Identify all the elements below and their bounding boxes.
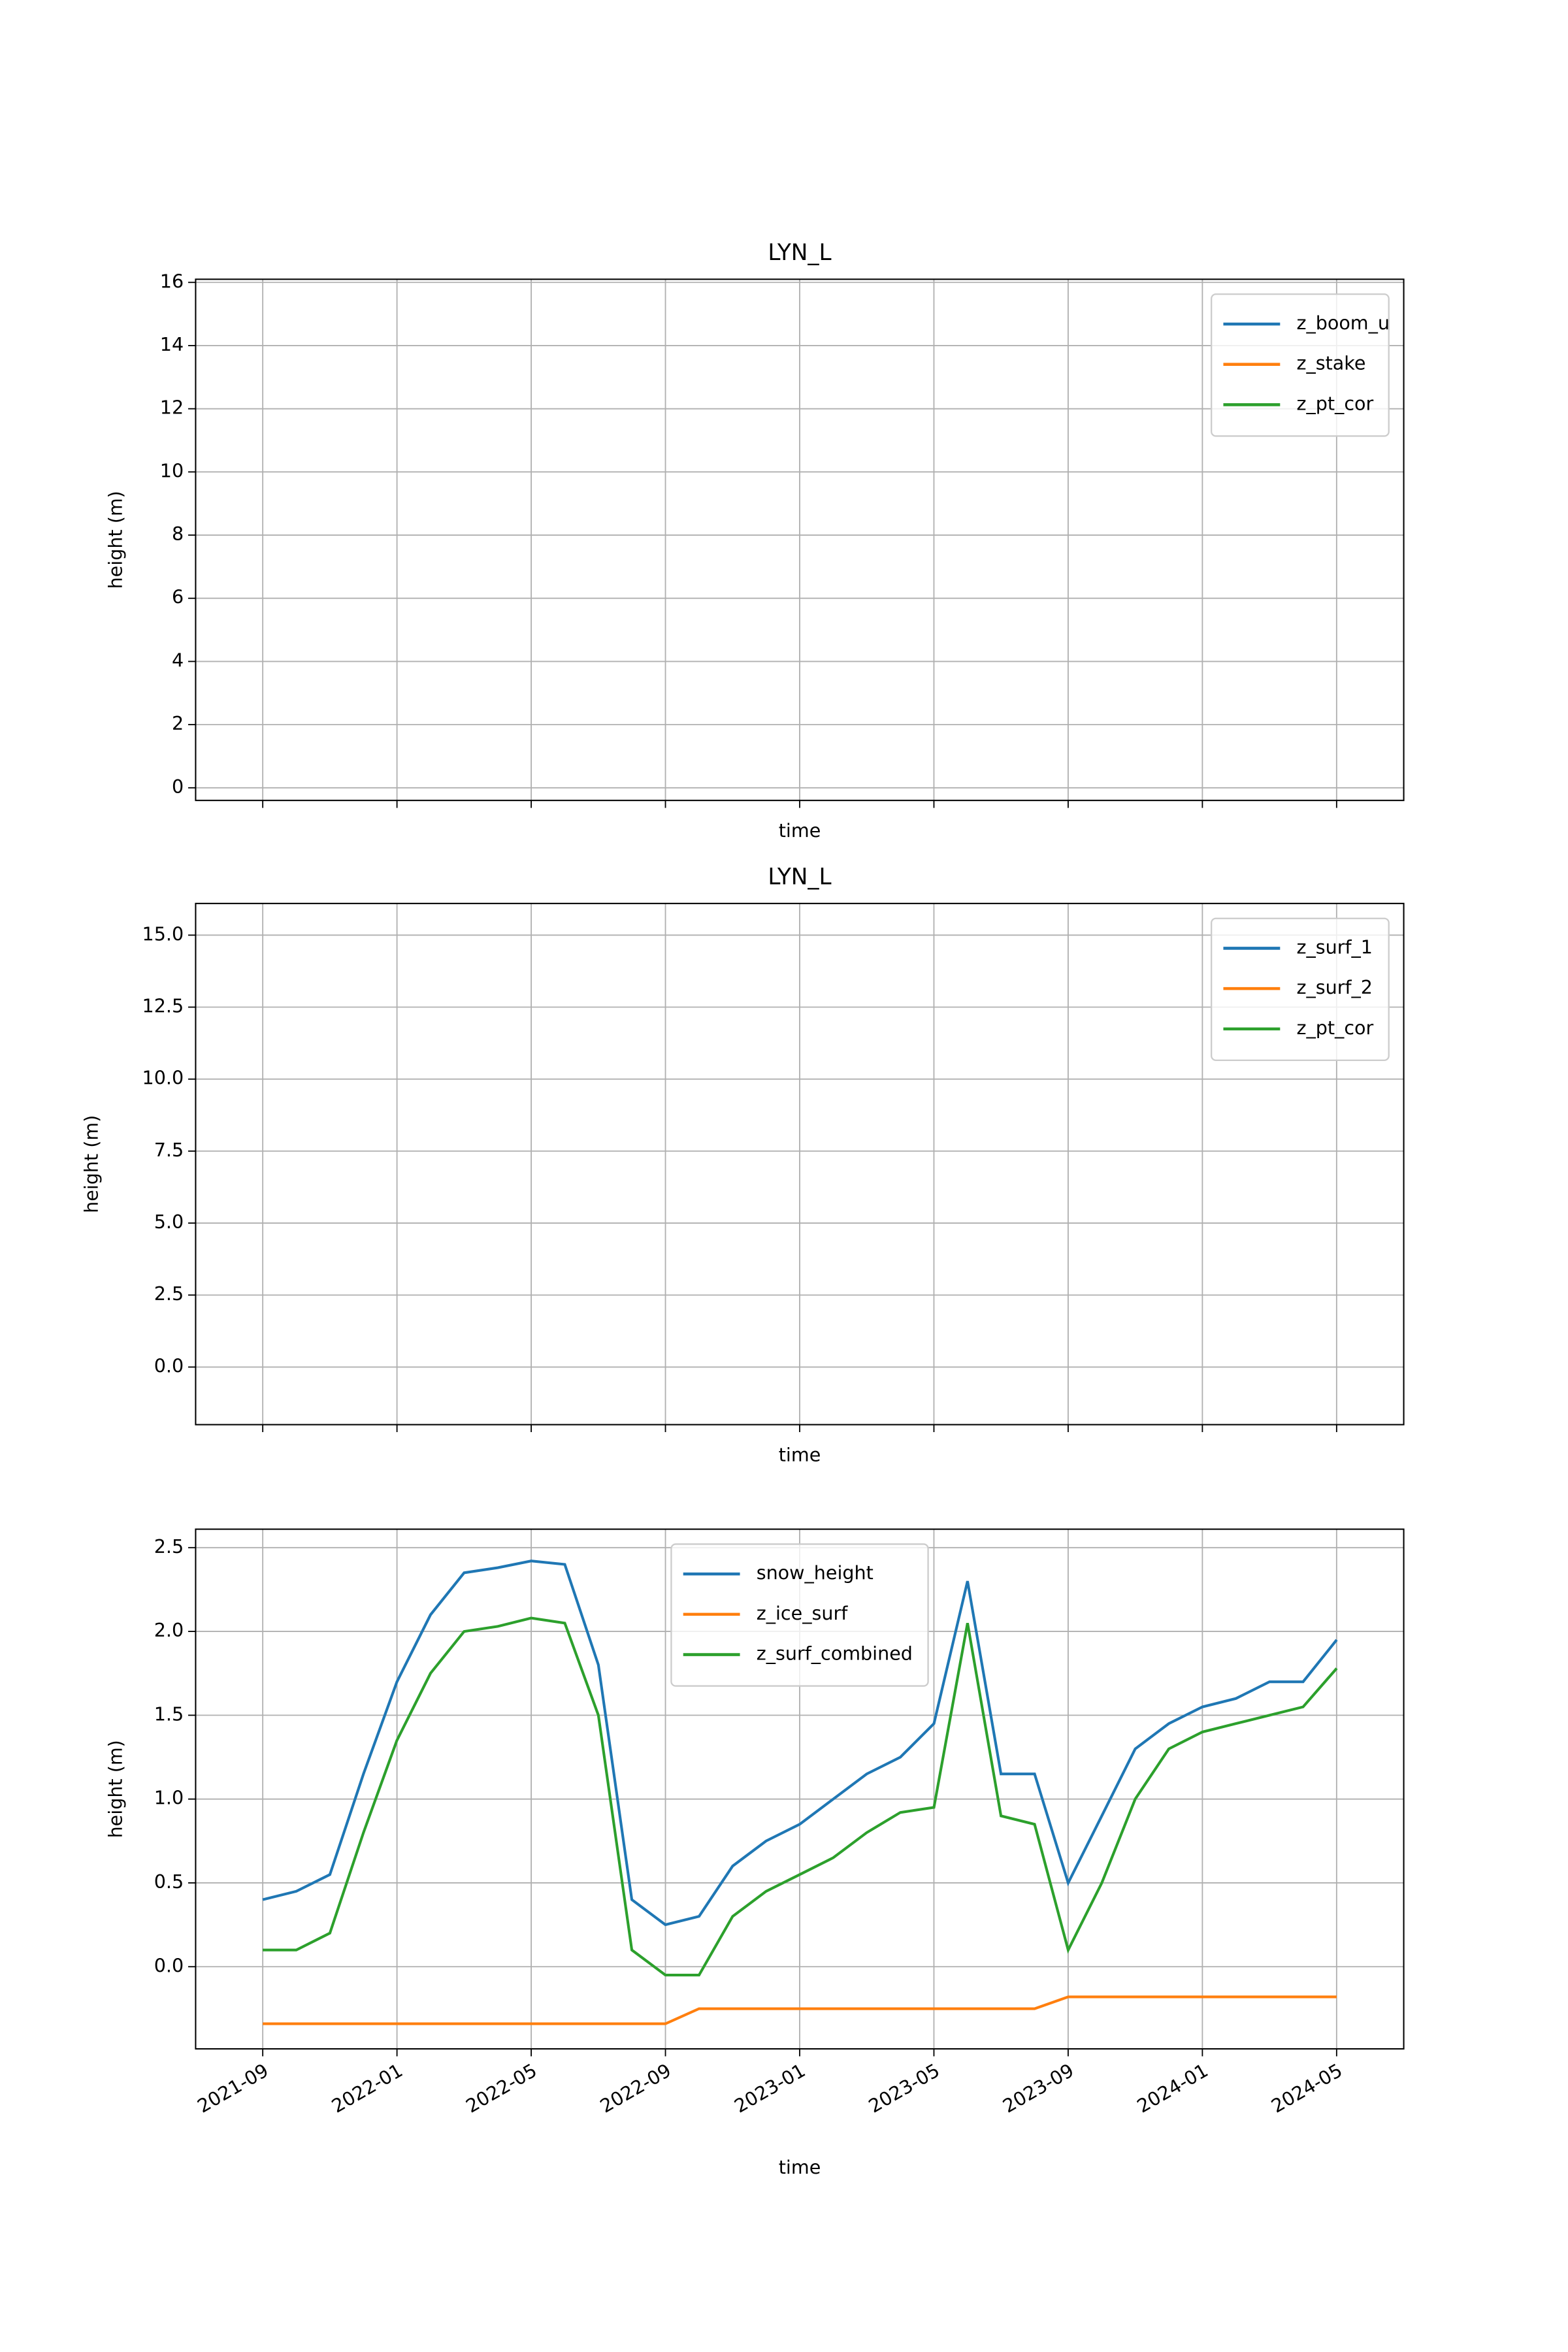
legend-frame [1211,917,1390,1061]
y-tick-label: 0.0 [154,1954,184,1976]
plot-frame [195,902,1405,1426]
y-tick-label: 2.5 [154,1282,184,1305]
legend-label: z_stake [1296,352,1365,374]
series-line [263,1995,1337,2025]
legend-label: z_pt_cor [1296,1017,1373,1039]
series-line [262,1560,1338,1927]
subplot-title: LYN_L [768,240,831,266]
y-axis-label: height (m) [104,491,126,589]
legend-label: z_surf_combined [757,1642,913,1665]
legend-label: z_pt_cor [1296,392,1373,414]
y-tick-label: 1.5 [154,1703,184,1725]
y-tick-label: 15.0 [142,923,184,945]
y-tick-label: 2.5 [154,1535,184,1558]
y-tick-label: 12 [160,397,184,419]
y-tick-label: 16 [160,270,184,292]
series-line [263,1616,1338,1977]
y-tick-label: 2 [172,712,184,734]
y-tick-label: 4 [172,649,184,671]
y-tick-label: 5.0 [154,1211,184,1233]
y-tick-label: 12.5 [142,995,184,1017]
y-tick-label: 14 [160,333,184,355]
legend-frame [1211,293,1390,437]
x-axis-label: time [779,819,821,841]
subplot: LYN_L 0.0 2.5 5.0 7.5 10.0 12.5 15.0 time height … [80,864,1405,1466]
y-tick-label: 1.0 [154,1787,184,1809]
subplot: LYN_L 0 2 4 6 8 10 12 14 16 time height (m) z_boom_u… [104,240,1405,841]
y-tick-label: 7.5 [154,1139,184,1161]
legend-label: z_surf_1 [1296,936,1373,958]
y-axis-label: height (m) [80,1115,103,1213]
legend: snow_height z_ice_surf z_surf_combined [670,1543,929,1687]
legend-label: z_boom_u [1296,312,1390,334]
legend-label: z_surf_2 [1296,976,1373,998]
y-tick-label: 2.0 [154,1619,184,1641]
y-axis-label: height (m) [104,1740,126,1838]
y-tick-label: 0.0 [154,1354,184,1377]
legend: z_surf_1 z_surf_2 z_pt_cor [1211,917,1390,1061]
y-tick-label: 10.0 [142,1067,184,1089]
y-tick-label: 6 [172,586,184,608]
legend-frame [670,1543,929,1687]
y-tick-label: 0 [172,776,184,798]
legend-label: snow_height [757,1561,874,1584]
plot-frame [195,278,1405,802]
y-tick-label: 10 [160,459,184,482]
x-axis-label: time [779,1444,821,1466]
plot-frame [195,1528,1405,2050]
subplot-title: LYN_L [768,864,831,890]
legend: z_boom_u z_stake z_pt_cor [1211,293,1390,437]
y-tick-label: 8 [172,523,184,545]
x-axis-label: time [779,2156,821,2178]
legend-label: z_ice_surf [757,1602,848,1624]
y-tick-label: 0.5 [154,1870,184,1893]
